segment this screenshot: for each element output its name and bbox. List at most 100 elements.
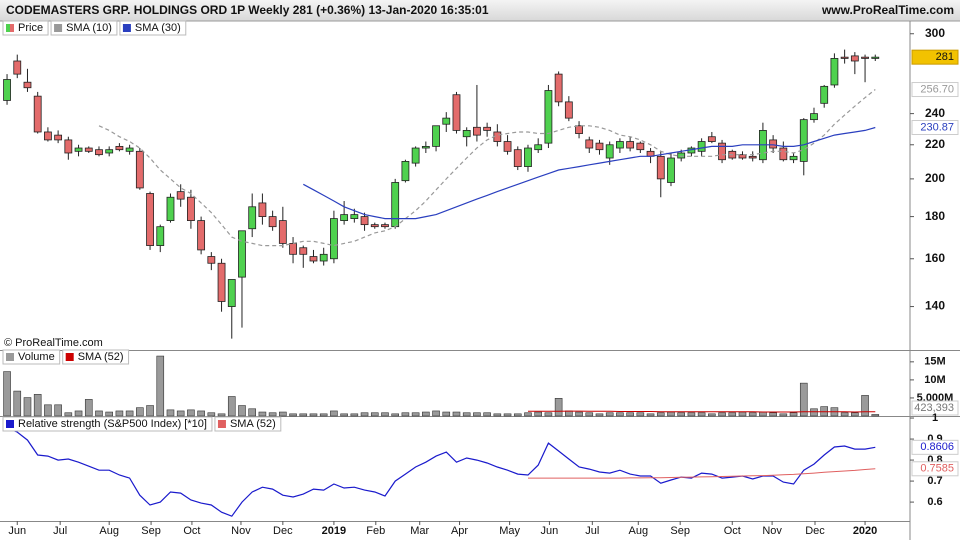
candle-body <box>105 149 114 154</box>
volume-sma-line <box>528 410 876 413</box>
volume-bar <box>95 410 103 417</box>
value-label: 256.70 <box>920 83 954 95</box>
y-tick-label: 200 <box>925 171 945 185</box>
volume-bar <box>23 397 32 417</box>
volume-bar <box>718 412 726 417</box>
candle-body <box>217 262 226 302</box>
candle-body <box>340 214 349 221</box>
y-tick-label: 220 <box>925 137 945 151</box>
volume-bar <box>105 411 113 417</box>
volume-bar <box>687 412 696 417</box>
volume-bar <box>3 371 11 417</box>
candle-body <box>595 142 604 151</box>
volume-bar <box>391 413 399 417</box>
candle-body <box>718 142 726 161</box>
volume-bar <box>350 413 359 417</box>
candle-body <box>554 73 563 103</box>
volume-bar <box>217 413 226 417</box>
candle-body <box>84 147 93 152</box>
y-tick-label: 300 <box>925 26 945 40</box>
candle-body <box>799 119 808 162</box>
volume-bar <box>115 410 124 417</box>
x-tick-label: Mar <box>410 525 429 537</box>
candle-body <box>95 149 103 156</box>
legend-label: SMA (10) <box>66 22 112 34</box>
y-tick-label: 15M <box>924 356 945 368</box>
x-tick-label: 2019 <box>322 525 346 537</box>
volume-bar <box>789 412 798 417</box>
x-tick-label: Jul <box>53 525 67 537</box>
candle-body <box>319 253 328 262</box>
candle-body <box>44 131 52 141</box>
volume-bar <box>810 408 818 417</box>
y-tick-label: 140 <box>925 299 945 313</box>
candle-body <box>452 94 461 131</box>
volume-bar <box>473 412 481 417</box>
value-label-box <box>911 119 959 135</box>
legend-label: SMA (52) <box>230 418 276 430</box>
candle-body <box>820 85 829 104</box>
volume-bar <box>513 413 522 417</box>
candle-body <box>421 145 430 149</box>
candle-body <box>135 150 144 189</box>
rs-line <box>6 427 876 517</box>
x-tick-label: Oct <box>724 525 741 537</box>
x-tick-label: 2020 <box>853 525 877 537</box>
volume-bar <box>401 412 410 417</box>
candle-body <box>483 126 492 131</box>
candle-body <box>309 256 318 262</box>
header-site: www.ProRealTime.com <box>821 3 954 17</box>
volume-bar <box>258 411 267 417</box>
volume-bar <box>779 413 788 417</box>
x-tick-label: Dec <box>273 525 293 537</box>
candle-body <box>575 125 583 134</box>
volume-bar <box>677 412 685 417</box>
volume-bar <box>605 412 614 417</box>
volume-bar <box>636 412 645 417</box>
legend-icon <box>217 420 226 428</box>
volume-bar <box>340 413 348 417</box>
value-label: 0.8606 <box>920 441 954 453</box>
candle-body <box>473 126 481 136</box>
volume-bar <box>422 411 430 417</box>
volume-bar <box>483 412 491 417</box>
volume-bar <box>667 411 675 417</box>
volume-bar <box>125 410 134 417</box>
volume-bar <box>330 410 338 417</box>
candle-body <box>176 191 185 200</box>
volume-bar <box>524 412 532 417</box>
volume-bar <box>360 412 369 417</box>
legend-icon <box>122 24 131 32</box>
candle-body <box>534 144 543 151</box>
volume-bar <box>708 413 716 417</box>
candle-body <box>605 144 614 159</box>
candle-body <box>401 161 410 182</box>
x-tick-label: Dec <box>805 525 825 537</box>
volume-bar <box>156 355 165 417</box>
legend-label: SMA (30) <box>135 22 181 34</box>
candle-body <box>861 56 869 59</box>
candle-body <box>656 155 665 180</box>
candle-body <box>330 218 338 260</box>
x-tick-label: Jun <box>541 525 559 537</box>
volume-bar <box>381 412 389 417</box>
volume-bar <box>534 411 542 417</box>
value-label: 230.87 <box>920 121 954 133</box>
candle-body <box>830 58 839 86</box>
legend-box <box>2 20 49 36</box>
volume-bar <box>626 412 634 417</box>
y-tick-label: 0.7 <box>927 475 942 487</box>
x-tick-label: Jun <box>8 525 26 537</box>
candle-body <box>503 141 512 152</box>
candle-body <box>513 149 522 167</box>
value-label: 281 <box>936 51 954 63</box>
legend-box <box>2 416 213 432</box>
legend-label: Price <box>18 22 43 34</box>
volume-bar <box>248 408 256 417</box>
value-label: 423,393 <box>914 402 954 414</box>
volume-bar <box>738 411 747 417</box>
y-tick-label: 180 <box>925 209 945 223</box>
volume-bar <box>646 413 655 417</box>
y-tick-label: 160 <box>925 251 945 265</box>
